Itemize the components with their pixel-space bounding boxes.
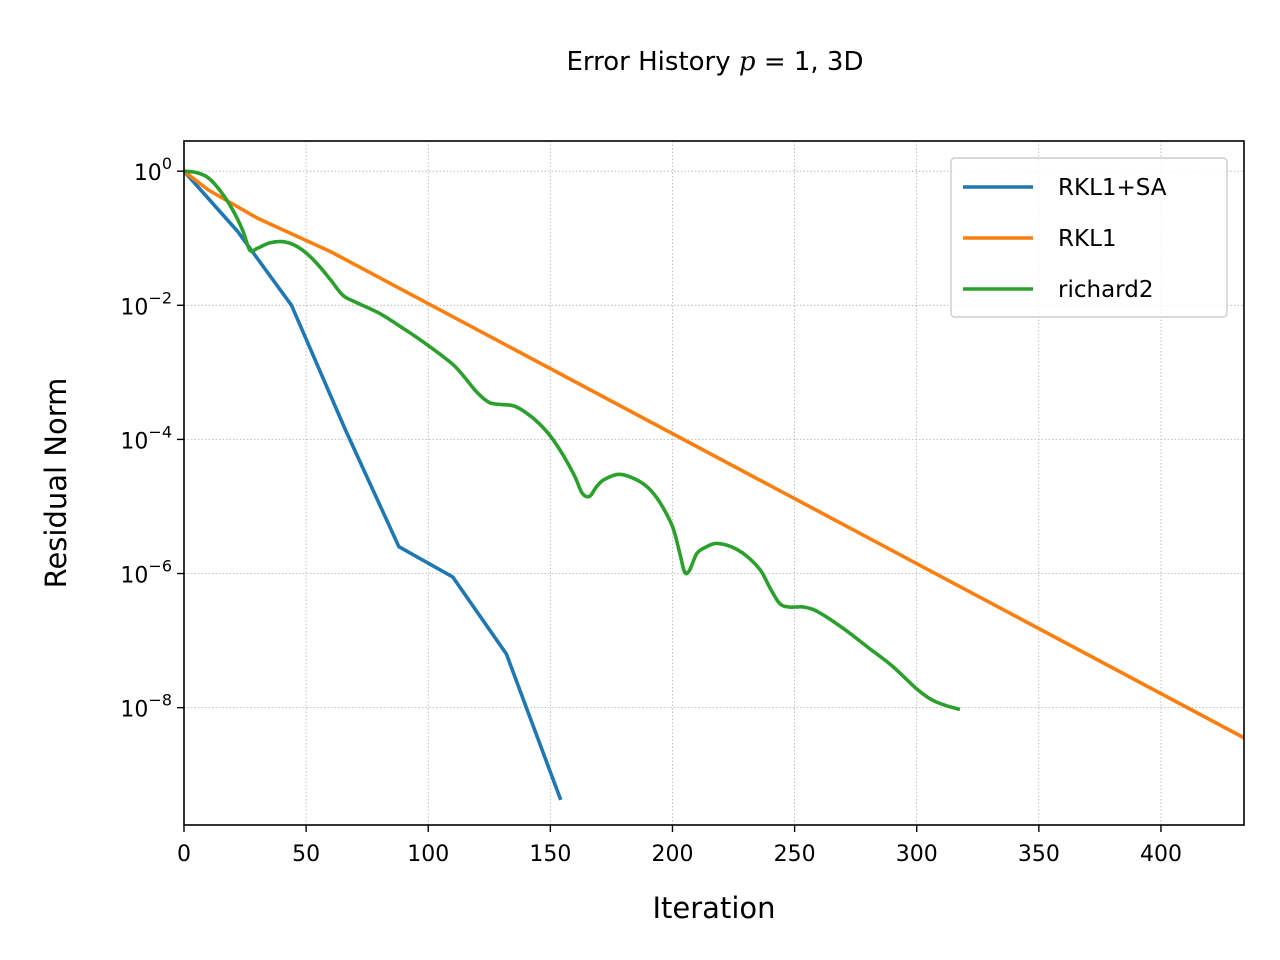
x-tick-label: 250	[774, 842, 816, 867]
chart-title-var: p	[739, 47, 756, 77]
y-tick-label: 100	[134, 154, 172, 186]
x-axis-label: Iteration	[652, 891, 775, 925]
legend-label: richard2	[1058, 277, 1153, 303]
legend: RKL1+SA RKL1 richard2	[950, 157, 1228, 318]
y-tick-label: 10−4	[120, 422, 172, 454]
series-line-richard2	[184, 169, 961, 712]
legend-box	[950, 157, 1228, 318]
x-tick-label: 350	[1018, 842, 1060, 867]
plot-frame	[183, 140, 1245, 826]
y-tick-power: 0	[162, 154, 172, 173]
y-tick-power: −6	[148, 557, 172, 576]
series-layer	[184, 168, 1244, 801]
y-tick-label: 10−2	[120, 288, 172, 320]
chart-title-eq: = 1	[764, 47, 811, 77]
y-tick-base: 10	[120, 564, 148, 589]
legend-label: RKL1+SA	[1058, 175, 1167, 201]
x-tick-label: 400	[1140, 842, 1182, 867]
x-tick-label: 50	[292, 842, 320, 867]
y-tick-base: 10	[120, 698, 148, 723]
chart-title: Error History p = 1, 3D	[566, 47, 863, 77]
x-axis: 0 50 100 150 200 250 300 350 400	[177, 825, 1182, 867]
y-axis-label: Residual Norm	[39, 378, 73, 589]
chart-title-text: Error History	[566, 47, 730, 77]
y-tick-base: 10	[120, 429, 148, 454]
y-tick-base: 10	[120, 295, 148, 320]
x-tick-label: 0	[177, 842, 191, 867]
y-tick-label: 10−8	[120, 691, 172, 723]
y-tick-power: −8	[148, 691, 172, 710]
y-tick-base: 10	[134, 161, 162, 186]
legend-label: RKL1	[1058, 226, 1117, 252]
y-tick-power: −4	[148, 422, 172, 441]
chart-title-suffix: , 3D	[810, 47, 863, 77]
x-tick-label: 300	[896, 842, 938, 867]
x-tick-label: 100	[407, 842, 449, 867]
x-tick-label: 150	[529, 842, 571, 867]
y-tick-label: 10−6	[120, 557, 172, 589]
y-tick-power: −2	[148, 288, 172, 307]
x-tick-label: 200	[651, 842, 693, 867]
series-line-rkl1	[184, 168, 1244, 740]
